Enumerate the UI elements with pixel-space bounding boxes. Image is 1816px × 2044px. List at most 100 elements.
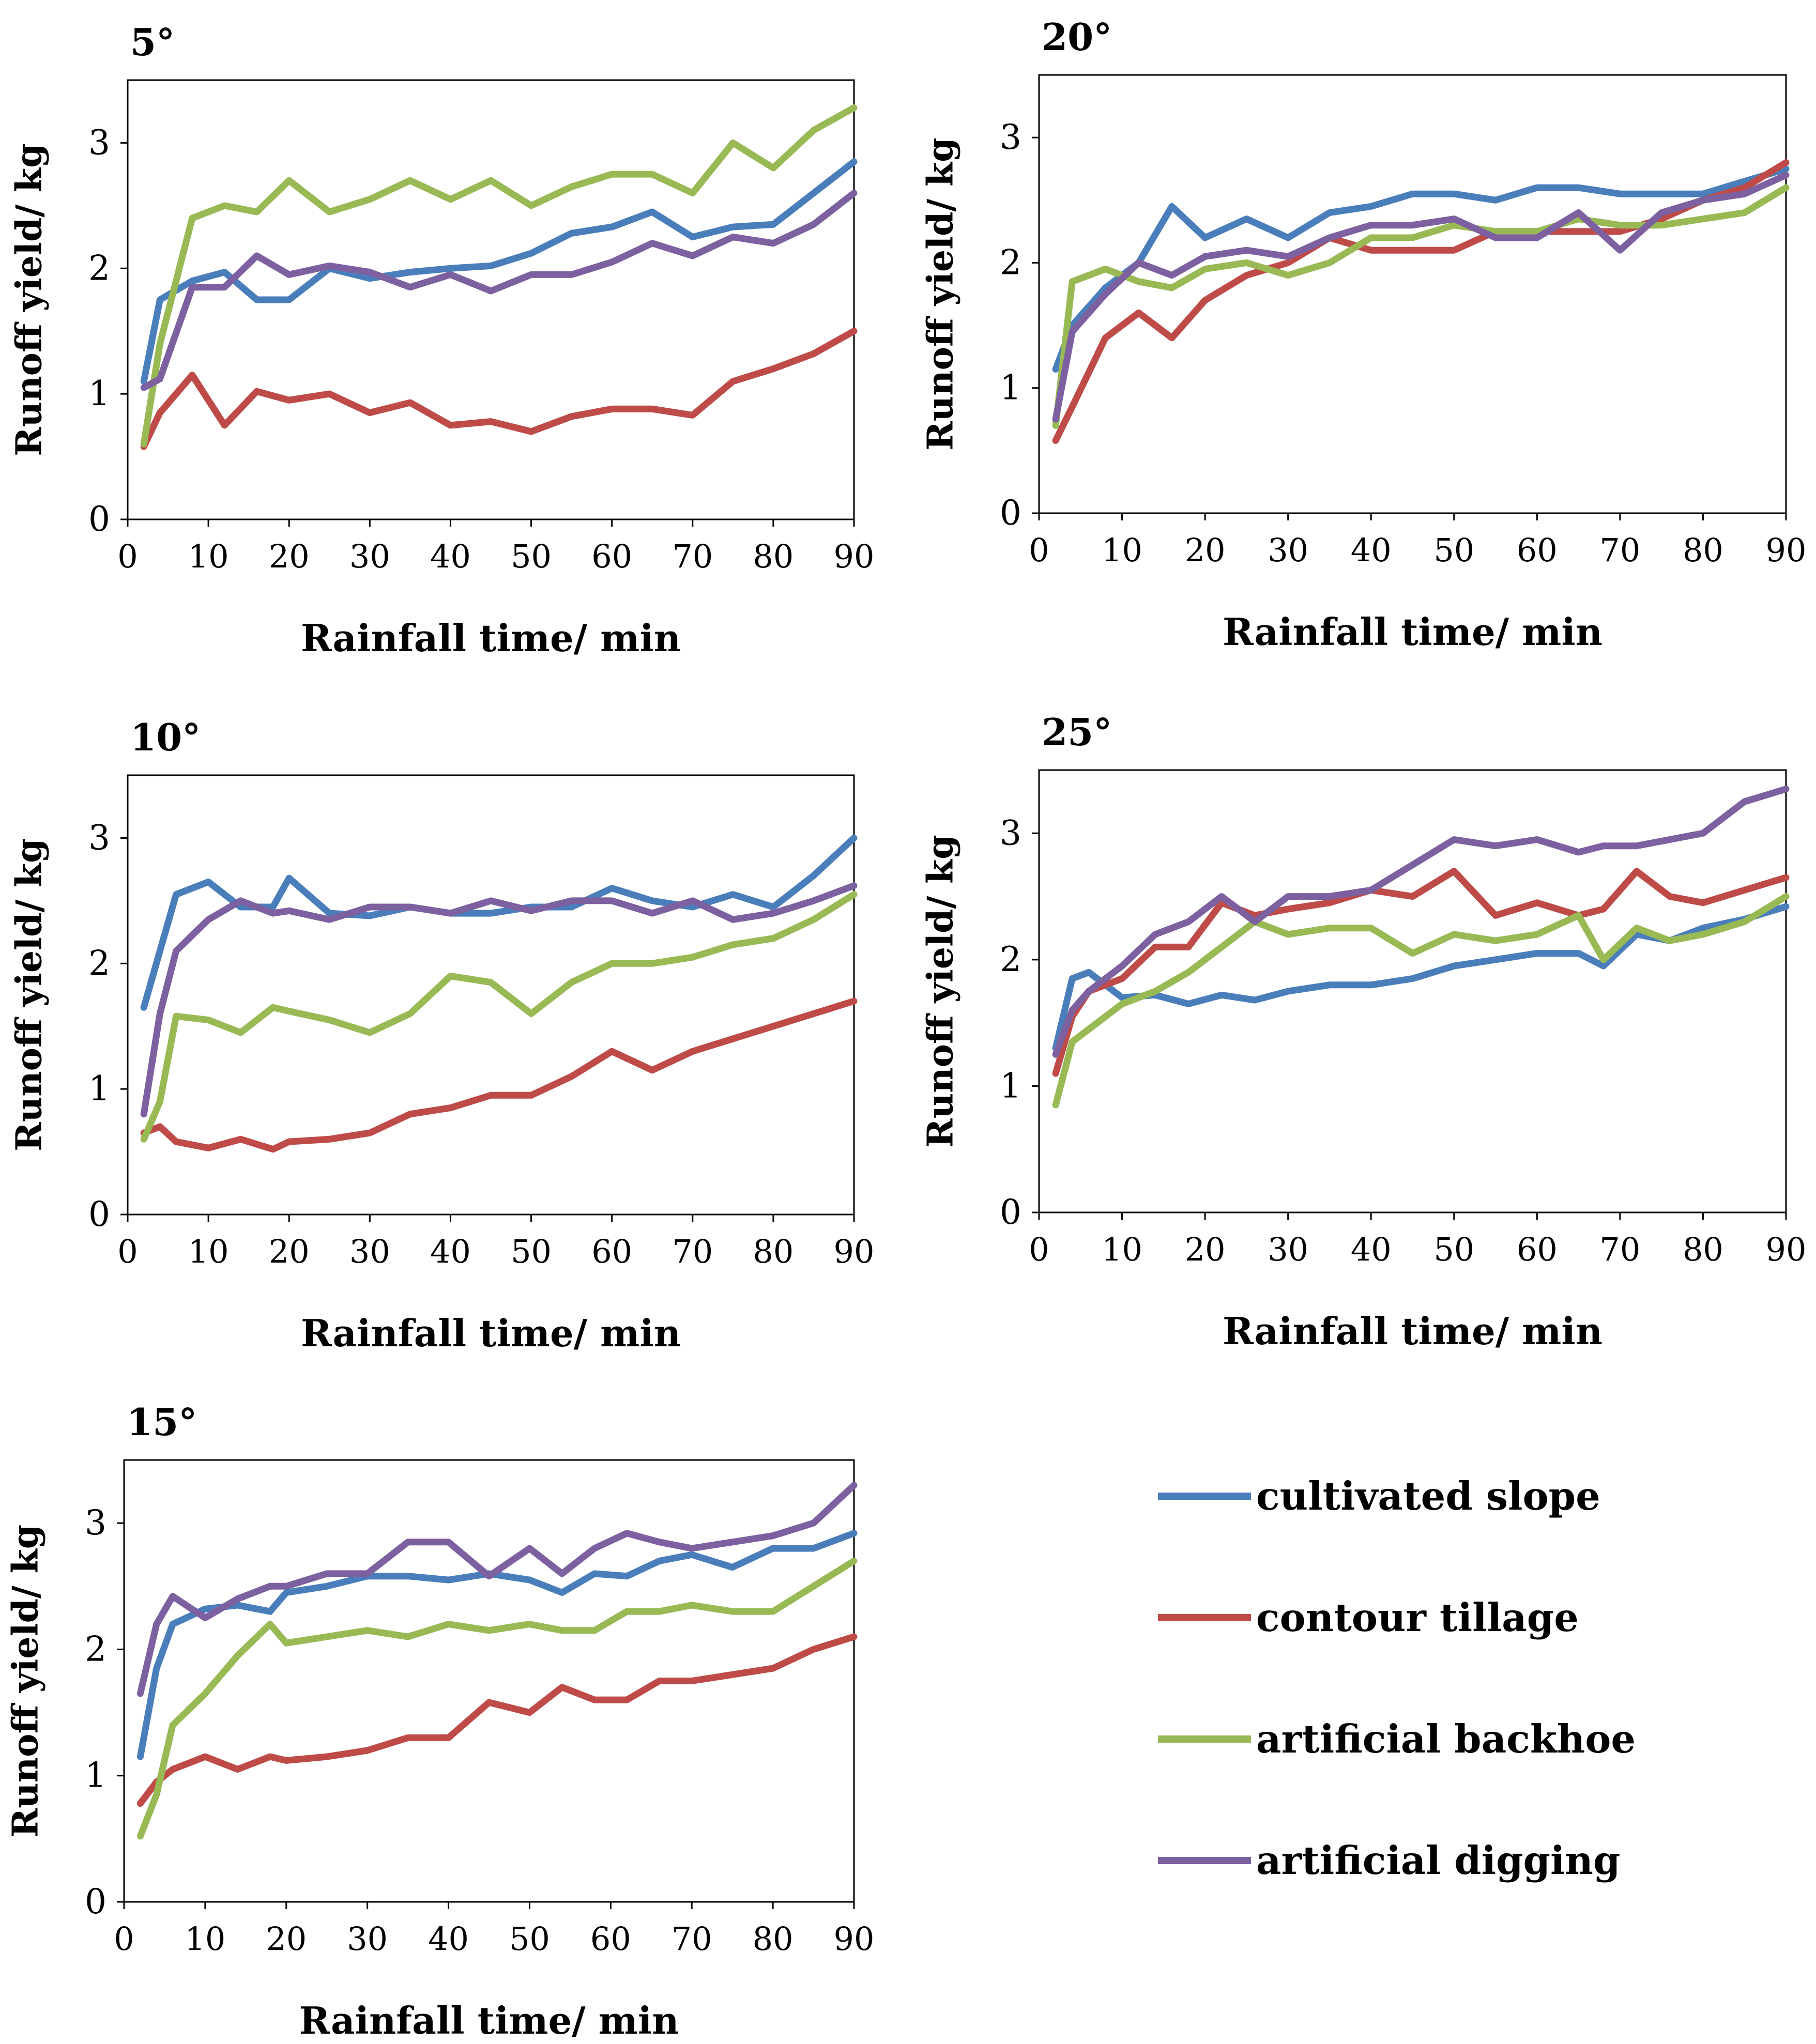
x-tick-label: 50	[511, 537, 552, 575]
y-tick-label: 3	[85, 1503, 106, 1543]
series-line-cultivated-slope	[1052, 165, 1790, 373]
series-line-artificial-digging	[136, 1482, 858, 1697]
x-tick-label: 60	[590, 1920, 631, 1958]
x-axis-label: Rainfall time/ min	[301, 1311, 681, 1355]
x-tick-label: 10	[188, 537, 229, 575]
x-tick-label: 20	[1185, 531, 1226, 569]
legend-swatch-cultivated-slope	[1158, 1493, 1251, 1500]
x-tick-label: 80	[753, 537, 793, 575]
x-tick-label: 0	[1029, 531, 1049, 569]
y-tick-label: 0	[88, 1194, 110, 1234]
x-tick-label: 0	[1029, 1231, 1049, 1268]
plot-frame	[1038, 74, 1787, 514]
y-tick-label: 2	[1000, 940, 1021, 979]
x-tick-label: 20	[269, 1233, 310, 1270]
y-axis-label: Runoff yield/ kg	[9, 143, 50, 456]
legend-swatch-artificial-digging	[1158, 1857, 1251, 1864]
x-tick-label: 50	[1433, 531, 1474, 569]
series-line-contour-tillage	[1052, 159, 1790, 444]
x-axis-label: Rainfall time/ min	[301, 616, 681, 660]
legend-label-artificial-backhoe: artificial backhoe	[1256, 1716, 1636, 1762]
y-tick-label: 0	[1000, 493, 1021, 533]
x-tick-label: 30	[349, 537, 390, 575]
x-tick-label: 80	[753, 1233, 793, 1270]
x-tick-label: 40	[428, 1920, 469, 1958]
x-tick-label: 40	[1351, 1231, 1392, 1268]
x-tick-label: 60	[1517, 531, 1558, 569]
series-line-contour-tillage	[1052, 868, 1790, 1077]
x-tick-label: 30	[1268, 531, 1308, 569]
x-tick-label: 80	[753, 1920, 793, 1958]
y-axis-label: Runoff yield/ kg	[9, 838, 50, 1151]
chart-title: 20°	[1042, 15, 1112, 59]
series-line-cultivated-slope	[140, 158, 858, 385]
series-line-artificial-digging	[1052, 786, 1790, 1058]
y-tick-label: 1	[85, 1756, 106, 1795]
y-tick-label: 3	[88, 818, 110, 857]
series-line-artificial-digging	[140, 190, 858, 391]
x-tick-label: 40	[430, 1233, 471, 1270]
series-line-artificial-digging	[1052, 172, 1790, 423]
x-tick-label: 80	[1683, 531, 1723, 569]
x-tick-label: 70	[1599, 531, 1640, 569]
x-tick-label: 80	[1683, 1231, 1723, 1268]
x-tick-label: 50	[511, 1233, 552, 1270]
x-axis-label: Rainfall time/ min	[1223, 1309, 1603, 1353]
x-tick-label: 40	[430, 537, 471, 575]
y-tick-label: 1	[88, 1069, 110, 1109]
y-tick-label: 2	[85, 1629, 106, 1669]
legend-label-contour-tillage: contour tillage	[1256, 1595, 1579, 1640]
y-tick-label: 0	[88, 499, 110, 539]
series-line-contour-tillage	[136, 1633, 858, 1807]
legend-item-artificial-digging: artificial digging	[1158, 1832, 1675, 1889]
legend-item-contour-tillage: contour tillage	[1158, 1589, 1675, 1646]
y-tick-label: 3	[1000, 813, 1021, 853]
y-tick-label: 3	[1000, 117, 1021, 157]
series-line-artificial-backhoe	[140, 104, 858, 448]
x-tick-label: 40	[1351, 531, 1392, 569]
legend-item-artificial-backhoe: artificial backhoe	[1158, 1711, 1675, 1768]
y-tick-label: 1	[1000, 1066, 1021, 1105]
x-axis-label: Rainfall time/ min	[299, 1999, 679, 2042]
legend: cultivated slope contour tillage artific…	[1158, 1468, 1675, 1954]
legend-label-artificial-digging: artificial digging	[1256, 1838, 1621, 1883]
chart-title: 10°	[130, 715, 201, 759]
series-line-artificial-backhoe	[1052, 184, 1790, 429]
series-line-artificial-backhoe	[140, 891, 858, 1143]
x-tick-label: 30	[347, 1920, 388, 1958]
x-tick-label: 70	[1599, 1231, 1640, 1268]
x-tick-label: 50	[1433, 1231, 1474, 1268]
x-tick-label: 30	[1268, 1231, 1308, 1268]
y-tick-label: 3	[88, 122, 110, 162]
plot-frame	[1038, 769, 1787, 1213]
series-line-artificial-backhoe	[1052, 893, 1790, 1109]
x-tick-label: 20	[269, 537, 310, 575]
legend-swatch-artificial-backhoe	[1158, 1735, 1251, 1743]
y-tick-label: 1	[1000, 368, 1021, 408]
y-axis-label: Runoff yield/ kg	[5, 1525, 47, 1837]
x-tick-label: 0	[117, 537, 138, 575]
x-tick-label: 70	[672, 537, 713, 575]
x-tick-label: 90	[834, 1920, 875, 1958]
x-tick-label: 60	[591, 1233, 632, 1270]
x-tick-label: 10	[1102, 1231, 1142, 1268]
series-line-contour-tillage	[140, 997, 858, 1153]
x-tick-label: 60	[591, 537, 632, 575]
series-line-contour-tillage	[140, 328, 858, 450]
x-tick-label: 90	[1766, 1231, 1807, 1268]
x-axis-label: Rainfall time/ min	[1223, 610, 1603, 654]
x-tick-label: 60	[1517, 1231, 1558, 1268]
plot-frame	[123, 1459, 855, 1903]
x-tick-label: 50	[509, 1920, 550, 1958]
x-tick-label: 90	[834, 537, 875, 575]
x-tick-label: 30	[349, 1233, 390, 1270]
x-tick-label: 0	[114, 1920, 134, 1958]
y-tick-label: 2	[88, 943, 110, 983]
y-axis-label: Runoff yield/ kg	[920, 835, 962, 1147]
